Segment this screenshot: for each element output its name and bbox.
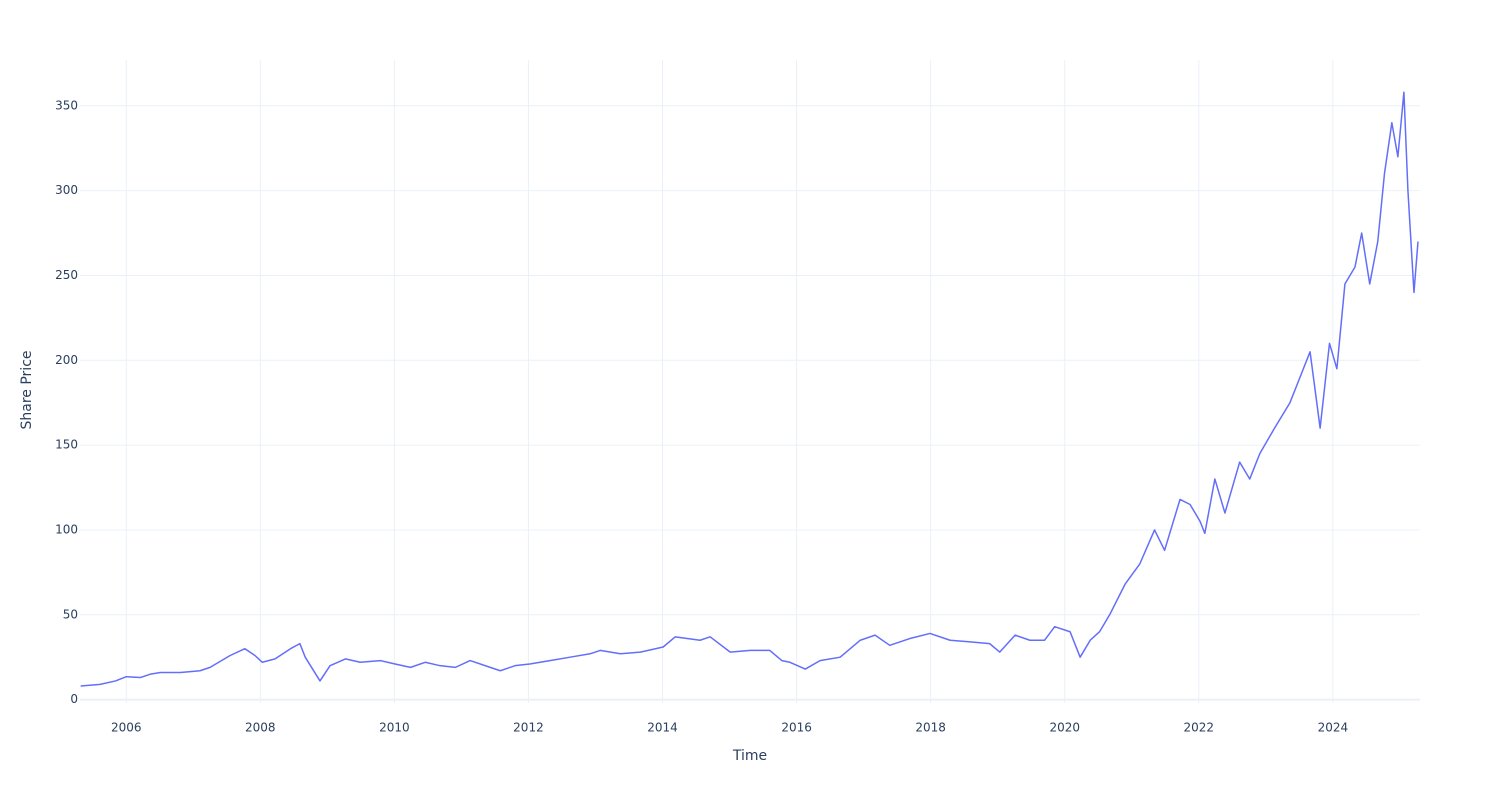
- x-tick-label: 2022: [1184, 721, 1215, 735]
- y-tick-label: 250: [55, 268, 78, 282]
- x-axis-title: Time: [732, 748, 767, 764]
- y-tick-label: 0: [70, 692, 78, 706]
- price-line: [80, 91, 1419, 687]
- x-tick-label: 2014: [647, 721, 678, 735]
- y-tick-label: 50: [63, 607, 78, 621]
- x-tick-label: 2020: [1049, 721, 1080, 735]
- y-tick-label: 350: [55, 98, 78, 112]
- y-tick-label: 200: [55, 353, 78, 367]
- y-tick-label: 300: [55, 183, 78, 197]
- x-tick-label: 2012: [513, 721, 544, 735]
- y-tick-label: 100: [55, 522, 78, 536]
- x-tick-label: 2008: [245, 721, 276, 735]
- x-tick-label: 2006: [111, 721, 142, 735]
- x-tick-label: 2018: [915, 721, 946, 735]
- x-tick-label: 2024: [1318, 721, 1349, 735]
- y-axis-title: Share Price: [19, 350, 35, 429]
- x-tick-label: 2016: [781, 721, 812, 735]
- y-tick-label: 150: [55, 438, 78, 452]
- x-tick-label: 2010: [379, 721, 410, 735]
